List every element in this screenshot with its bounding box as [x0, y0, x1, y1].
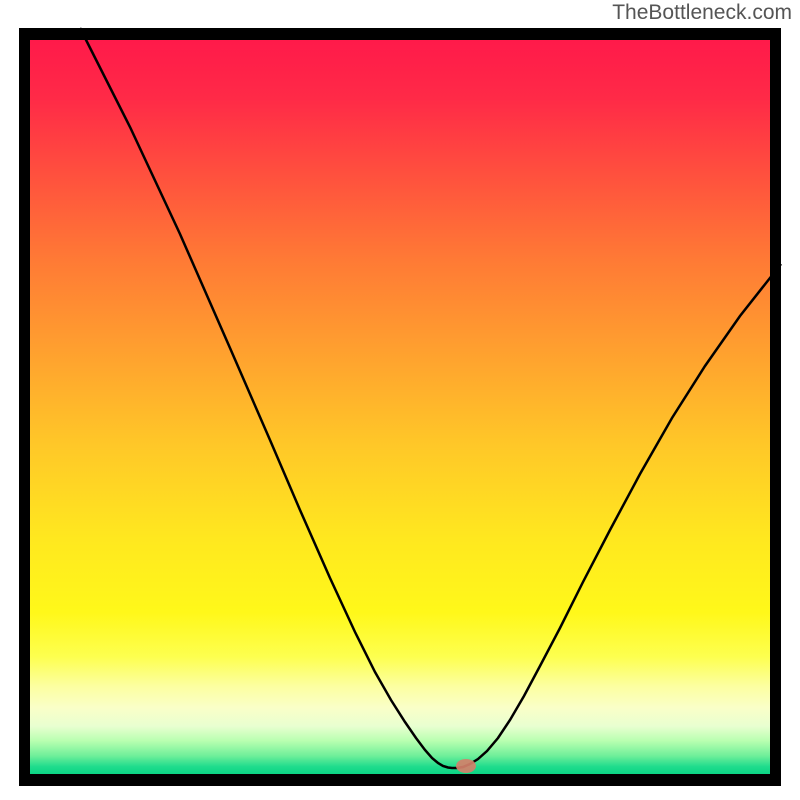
curve-layer — [0, 0, 800, 800]
watermark-text: TheBottleneck.com — [612, 1, 792, 25]
minimum-marker — [456, 759, 476, 773]
bottleneck-curve-path — [80, 28, 781, 768]
chart-container: TheBottleneck.com — [0, 0, 800, 800]
